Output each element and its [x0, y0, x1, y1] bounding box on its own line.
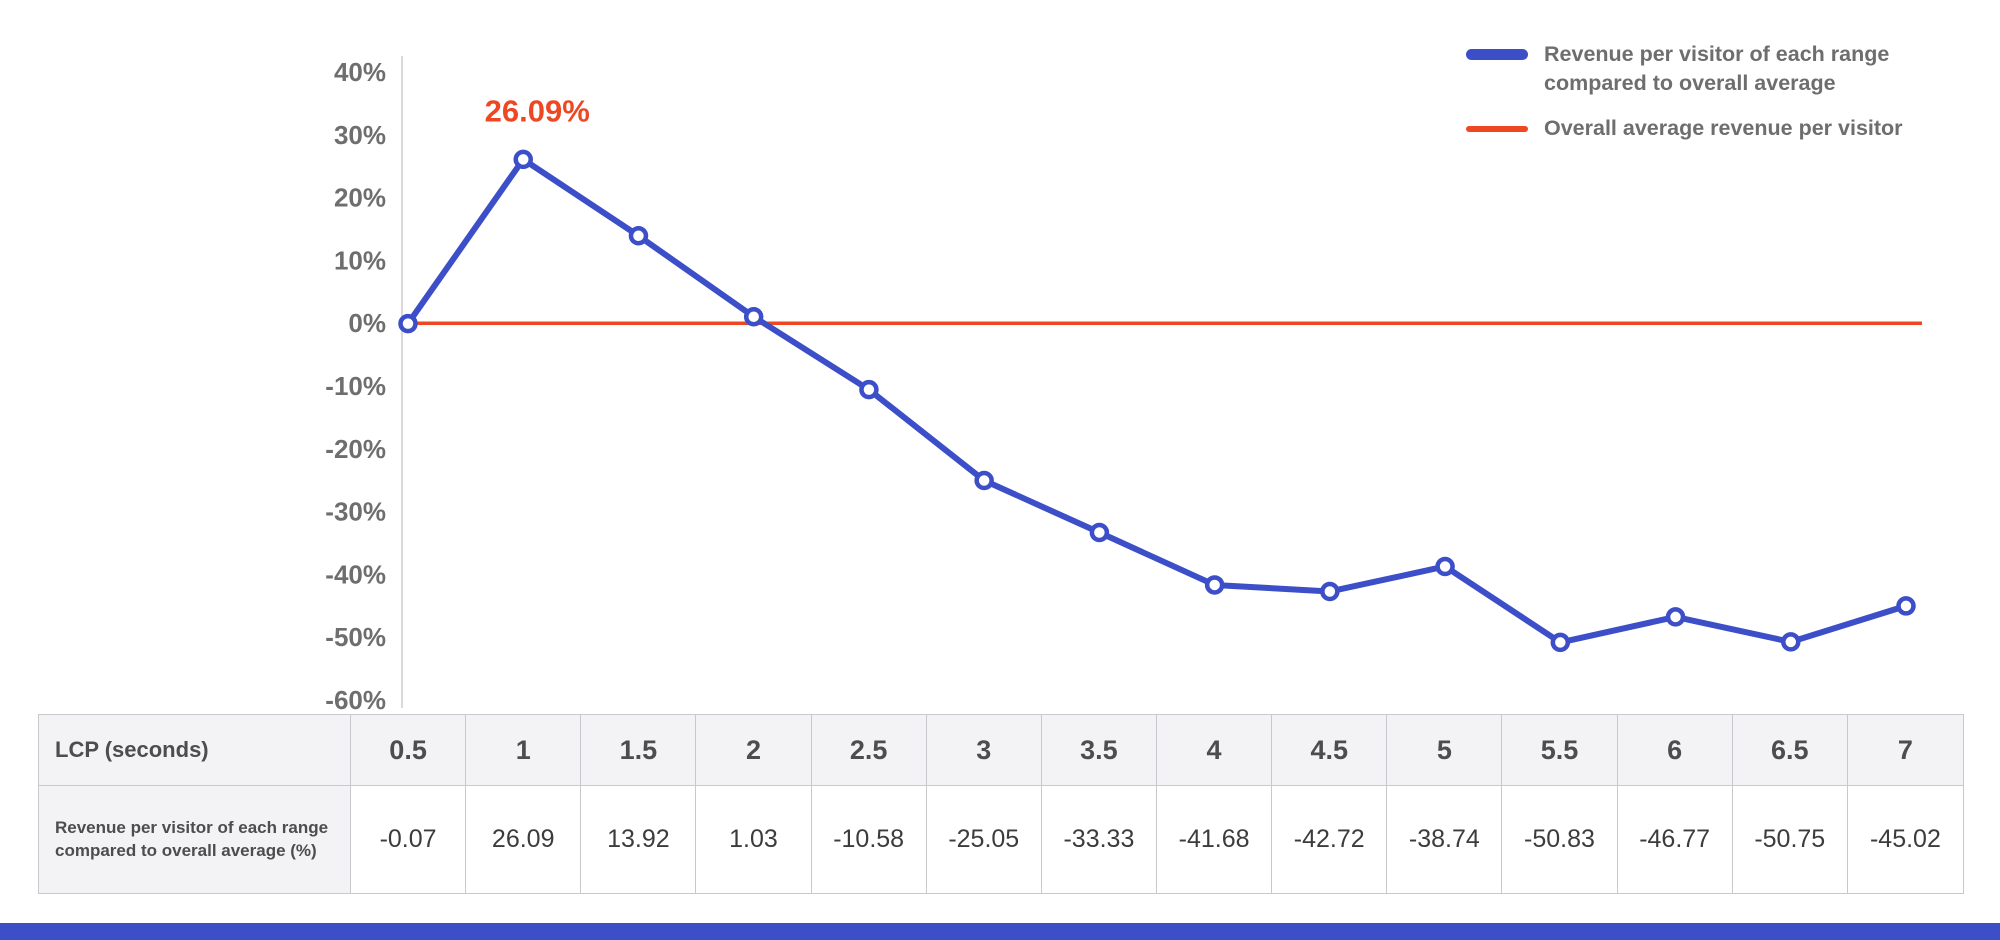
revenue-value-cell: 26.09 [466, 785, 582, 893]
legend-item-revenue: Revenue per visitor of each range compar… [1466, 40, 1986, 98]
legend-swatch-red-line [1466, 126, 1528, 133]
chart-legend: Revenue per visitor of each range compar… [1466, 40, 1986, 143]
revenue-value-cell: -10.58 [811, 785, 927, 893]
legend-label-revenue: Revenue per visitor of each range compar… [1544, 42, 1890, 96]
revenue-value-cell: -33.33 [1041, 785, 1157, 893]
revenue-value-cell: -41.68 [1157, 785, 1273, 893]
lcp-column-header: 3 [926, 715, 1042, 785]
data-point-marker [743, 306, 764, 327]
data-point-marker [398, 313, 418, 334]
legend-label-average: Overall average revenue per visitor [1544, 116, 1903, 141]
y-tick-label: -30% [325, 497, 386, 527]
lcp-column-header: 4.5 [1272, 715, 1388, 785]
y-tick-label: -50% [325, 622, 386, 652]
revenue-value-cell: -42.72 [1272, 785, 1388, 893]
data-point-marker [1435, 556, 1455, 577]
data-point-marker [1204, 575, 1225, 595]
lcp-column-header: 6 [1617, 715, 1733, 785]
revenue-value-cell: 1.03 [696, 785, 812, 893]
lcp-column-header: 7 [1847, 715, 1963, 785]
footer-accent-bar [0, 923, 2000, 940]
data-point-marker [1550, 632, 1571, 653]
lcp-column-header: 5 [1387, 715, 1503, 785]
lcp-column-header: 3.5 [1041, 715, 1157, 785]
data-point-marker [1665, 607, 1686, 627]
y-tick-label: 0% [348, 308, 386, 338]
table-header-label: LCP (seconds) [39, 715, 351, 785]
data-point-marker [859, 379, 879, 400]
lcp-column-header: 2 [696, 715, 812, 785]
revenue-value-cell: -38.74 [1387, 785, 1503, 893]
revenue-line-series [405, 156, 1909, 646]
data-point-marker [628, 226, 649, 246]
y-tick-label: 20% [334, 183, 386, 213]
legend-swatch-blue-line [1466, 49, 1528, 60]
revenue-value-cell: -25.05 [926, 785, 1042, 893]
y-tick-label: -10% [325, 371, 386, 401]
revenue-value-cell: -50.75 [1732, 785, 1848, 893]
lcp-table: LCP (seconds) 0.5 1 1.5 2 2.5 3 3.5 4 4.5 5 5.5 6 6.5… [38, 714, 1964, 894]
revenue-lcp-line-chart: 40% 30% 20% 10% 0% -10% -20% -30% -40% -50% -60% 26… [325, 56, 1922, 714]
lcp-column-header: 5.5 [1502, 715, 1618, 785]
revenue-value-cell: -46.77 [1617, 785, 1733, 893]
data-point-marker [1896, 596, 1916, 616]
data-point-marker [1781, 632, 1801, 652]
lcp-column-header: 6.5 [1732, 715, 1848, 785]
data-point-marker [513, 149, 533, 170]
y-tick-label: -20% [325, 434, 386, 464]
y-tick-label: 30% [334, 120, 386, 150]
y-tick-label: -60% [325, 685, 386, 714]
y-tick-label: 40% [334, 57, 386, 87]
lcp-column-header: 2.5 [811, 715, 927, 785]
lcp-column-header: 0.5 [351, 715, 467, 785]
legend-item-average: Overall average revenue per visitor [1466, 114, 1986, 143]
revenue-value-cell: 13.92 [581, 785, 697, 893]
data-point-marker [1089, 522, 1110, 543]
lcp-column-header: 1.5 [581, 715, 697, 785]
revenue-value-cell: -50.83 [1502, 785, 1618, 893]
revenue-value-cell: -45.02 [1847, 785, 1963, 893]
data-point-marker [974, 470, 994, 491]
lcp-column-header: 1 [466, 715, 582, 785]
table-row-label: Revenue per visitor of each range compar… [39, 785, 351, 893]
data-point-marker [1320, 581, 1340, 602]
y-tick-label: 10% [334, 245, 386, 275]
y-tick-label: -40% [325, 559, 386, 589]
peak-value-annotation: 26.09% [485, 93, 590, 128]
lcp-column-header: 4 [1157, 715, 1273, 785]
revenue-value-cell: -0.07 [351, 785, 467, 893]
